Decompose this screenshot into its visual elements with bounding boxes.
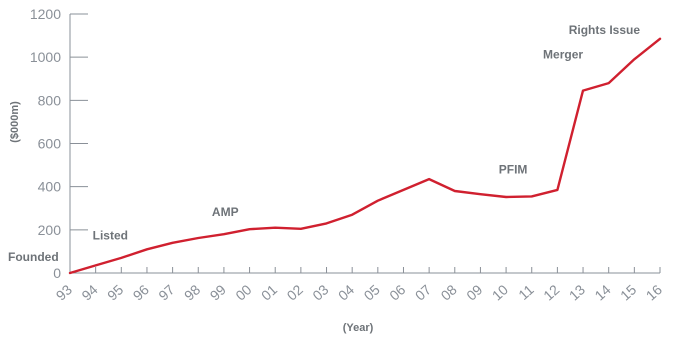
annotations-layer: Founded Listed AMP PFIM Merger Rights Issue: [8, 23, 640, 264]
x-tick-label: 12: [540, 281, 562, 303]
x-tick-label: 10: [489, 281, 511, 303]
annotation-label: PFIM: [499, 162, 528, 176]
x-tick-label: 99: [207, 281, 229, 303]
series-line: [68, 37, 662, 275]
x-tick-label: 09: [463, 281, 485, 303]
annotation-label: Founded: [8, 250, 59, 264]
y-tick-label: 200: [38, 222, 62, 238]
x-tick-label: 16: [643, 281, 665, 303]
annotation-label: AMP: [212, 205, 239, 219]
x-tick-label: 96: [130, 281, 152, 303]
series-layer: [68, 37, 662, 275]
y-tick-label: 600: [38, 136, 62, 152]
y-tick-label: 0: [53, 265, 61, 281]
x-axis: 93 94 95 96 97 98 99 00 01 02 03 04 05 06 07 08 09 10 11 12…: [53, 267, 665, 304]
x-tick-label: 08: [438, 281, 460, 303]
x-tick-label: 02: [284, 281, 306, 303]
x-tick-label: 13: [566, 281, 588, 303]
x-tick-label: 93: [53, 281, 75, 303]
y-axis-label: ($000m): [9, 101, 21, 143]
x-tick-label: 07: [412, 281, 434, 303]
annotation-label: Rights Issue: [569, 23, 641, 37]
x-tick-label: 04: [335, 281, 357, 303]
x-tick-label: 05: [361, 281, 383, 303]
x-tick-label: 94: [78, 281, 100, 303]
x-tick-label: 14: [591, 281, 613, 303]
x-tick-label: 00: [232, 281, 254, 303]
x-tick-label: 06: [386, 281, 408, 303]
y-tick-label: 400: [38, 179, 62, 195]
x-tick-label: 15: [617, 281, 639, 303]
x-tick-label: 97: [155, 281, 177, 303]
y-tick-label: 1000: [30, 49, 61, 65]
x-tick-label: 95: [104, 281, 126, 303]
x-tick-label: 98: [181, 281, 203, 303]
x-tick-label: 03: [309, 281, 331, 303]
y-axis: 0 200 400 600 800 1000 1200: [30, 6, 88, 281]
y-tick-label: 1200: [30, 6, 61, 22]
x-axis-label: (Year): [343, 322, 374, 334]
y-tick-label: 800: [38, 92, 62, 108]
x-tick-label: 01: [258, 281, 280, 303]
annotation-label: Listed: [93, 228, 128, 242]
x-tick-label: 11: [515, 281, 537, 303]
annotation-label: Merger: [543, 48, 583, 62]
